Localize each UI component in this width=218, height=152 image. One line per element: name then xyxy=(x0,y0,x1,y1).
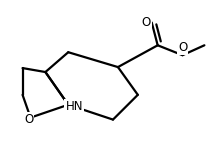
Text: HN: HN xyxy=(65,100,83,113)
Text: O: O xyxy=(24,113,33,126)
Text: O: O xyxy=(178,41,187,54)
Text: O: O xyxy=(141,16,150,29)
